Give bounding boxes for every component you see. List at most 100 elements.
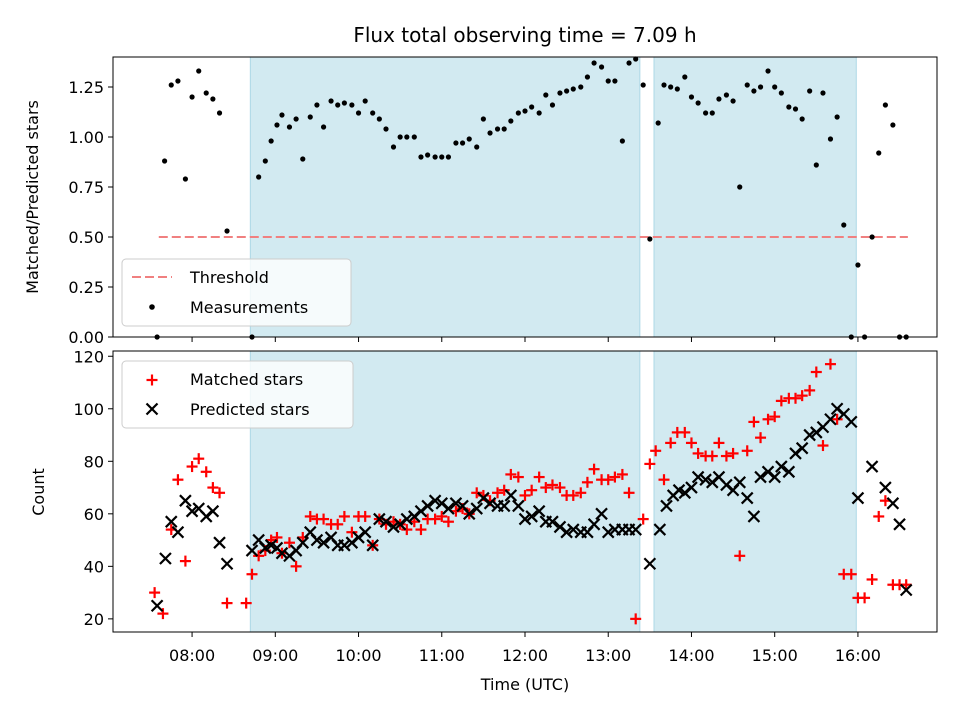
measurement-point [224, 228, 230, 234]
matched-star-point [512, 471, 524, 483]
measurement-point [668, 84, 674, 90]
x-tick-label: 14:00 [668, 646, 714, 665]
measurement-point [445, 154, 452, 160]
predicted-star-point [296, 536, 310, 549]
predicted-star-point [400, 512, 414, 526]
matched-star-point [692, 447, 704, 459]
measurement-point [807, 88, 813, 94]
predicted-star-point [358, 525, 372, 539]
measurement-point [786, 104, 792, 110]
measurement-point [536, 110, 542, 116]
predicted-star-point [733, 476, 747, 489]
predicted-star-point [220, 557, 234, 570]
matched-star-point [332, 518, 344, 530]
measurement-point [162, 158, 168, 164]
matched-star-point [186, 461, 198, 473]
predicted-star-point [532, 504, 546, 518]
legend-matched-label: Matched stars [190, 370, 303, 389]
matched-star-point [283, 537, 295, 549]
matched-star-point [873, 510, 885, 522]
measurement-point [855, 262, 861, 268]
predicted-star-point [449, 497, 463, 510]
matched-star-point [492, 487, 504, 499]
measurement-point [203, 90, 209, 96]
measurement-point [404, 134, 410, 140]
measurement-point [564, 88, 570, 94]
predicted-star-point [566, 523, 580, 536]
matched-star-point [575, 487, 587, 499]
ratio-y-tick-label: 0.00 [68, 328, 104, 347]
x-tick-label: 15:00 [752, 646, 798, 665]
measurement-point [737, 184, 743, 190]
predicted-star-point [497, 499, 511, 513]
measurement-point [695, 100, 701, 106]
count-y-tick-label: 40 [84, 557, 104, 576]
matched-star-point [720, 450, 732, 462]
matched-star-point [685, 437, 697, 449]
measurement-point [508, 118, 514, 124]
ratio-y-tick-label: 1.00 [68, 128, 104, 147]
measurement-point [765, 68, 771, 74]
measurement-point [799, 116, 805, 122]
matched-star-point [436, 510, 448, 522]
measurement-point [256, 174, 262, 180]
matched-star-point [533, 471, 545, 483]
measurement-point [591, 60, 597, 66]
x-tick-label: 12:00 [502, 646, 548, 665]
measurement-point [453, 140, 459, 146]
measurement-point [314, 102, 320, 108]
predicted-star-point [747, 510, 761, 523]
matched-star-point [804, 384, 816, 396]
matched-star-point [665, 437, 677, 449]
predicted-star-point [893, 518, 906, 531]
count-y-tick-label: 80 [84, 452, 104, 471]
predicted-star-point [803, 428, 816, 442]
predicted-star-point [740, 491, 754, 505]
matched-star-point [207, 482, 219, 494]
measurement-point [459, 140, 466, 146]
matched-star-point [179, 555, 191, 567]
matched-star-point [741, 445, 753, 457]
predicted-star-point [164, 515, 178, 528]
predicted-star-point [653, 523, 667, 536]
ratio-shaded-interval [653, 56, 857, 338]
matched-star-point [650, 445, 662, 457]
measurement-point [549, 102, 556, 108]
matched-star-point [214, 487, 226, 499]
matched-star-point [346, 526, 358, 538]
measurement-point [439, 154, 445, 160]
matched-star-point [290, 560, 302, 572]
x-axis-title: Time (UTC) [480, 675, 569, 694]
predicted-star-point [387, 520, 400, 534]
ratio-legend: Threshold Measurements [121, 258, 352, 327]
predicted-star-point [171, 525, 185, 539]
count-y-tick-label: 60 [84, 505, 104, 524]
ratio-y-tick-label: 0.75 [68, 178, 104, 197]
predicted-star-point [338, 539, 351, 552]
predicted-star-point [824, 413, 837, 426]
predicted-star-point [643, 557, 657, 570]
matched-star-point [200, 466, 212, 478]
measurement-point [543, 92, 549, 98]
measurement-point [328, 98, 334, 104]
measurement-point [268, 138, 274, 144]
predicted-star-point [462, 507, 476, 521]
matched-star-point [810, 366, 822, 378]
matched-star-point [359, 510, 371, 522]
predicted-star-point [442, 502, 455, 515]
predicted-star-point [379, 515, 393, 528]
measurement-point [557, 90, 563, 96]
measurement-point [341, 100, 347, 106]
measurement-point [474, 144, 480, 150]
measurement-point [515, 110, 521, 116]
predicted-star-point [428, 494, 442, 507]
matched-star-point [246, 568, 258, 580]
measurement-point [466, 136, 472, 142]
ratio-y-tick-label: 0.25 [68, 278, 104, 297]
measurement-point [647, 236, 653, 242]
measurement-point [578, 84, 584, 90]
ratio-panel: 0.00 0.25 0.50 0.75 1.00 1.25 Matched/Predict… [23, 56, 938, 347]
measurement-point [182, 176, 189, 182]
matched-star-point [567, 489, 579, 501]
matched-star-point [630, 613, 642, 625]
